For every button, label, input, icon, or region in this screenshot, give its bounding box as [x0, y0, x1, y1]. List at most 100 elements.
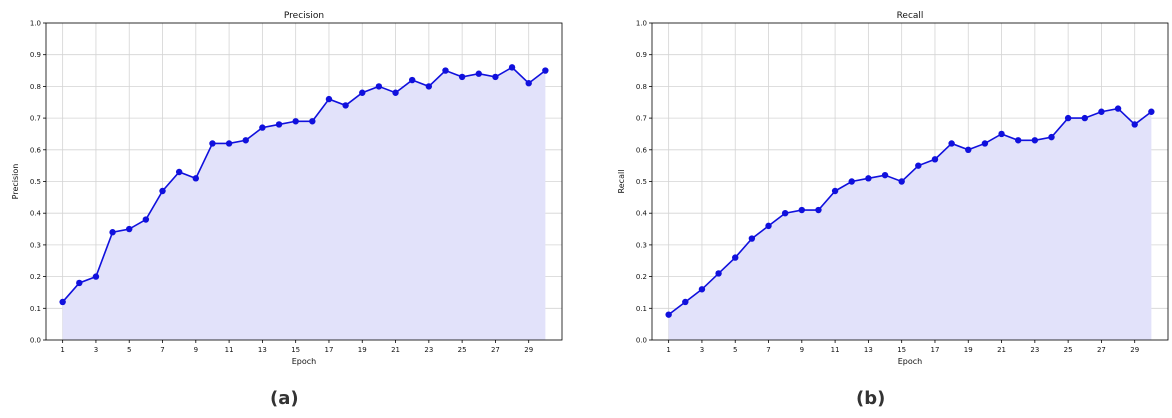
chart-a-x-axis-label: Epoch	[292, 357, 317, 366]
chart-b-x-tick-label: 25	[1064, 346, 1073, 354]
panel-label-b: (b)	[856, 388, 886, 409]
panel-label-a: (a)	[270, 388, 299, 409]
chart-b-data-point	[748, 235, 756, 242]
chart-b-y-tick-label: 0.4	[636, 210, 648, 218]
chart-a-y-tick-label: 0.2	[30, 273, 41, 281]
chart-a-x-tick-label: 1	[60, 346, 64, 354]
chart-b-y-tick-label: 0.8	[636, 83, 647, 91]
chart-b-data-point	[1148, 108, 1155, 115]
chart-b-data-point	[798, 206, 806, 214]
chart-b-x-tick-label: 7	[766, 346, 770, 354]
chart-b-y-tick-label: 0.5	[636, 178, 647, 186]
chart-b-data-point	[765, 222, 772, 230]
chart-a-data-point	[59, 298, 66, 306]
chart-b-y-tick-label: 0.9	[636, 51, 647, 59]
chart-b-x-axis-label: Epoch	[898, 357, 923, 366]
chart-a-data-point	[76, 279, 83, 287]
chart-b-data-point	[1014, 137, 1022, 144]
chart-a-x-tick-label: 17	[325, 346, 334, 354]
chart-a-x-tick-label: 3	[94, 346, 98, 354]
chart-a-x-tick-label: 5	[127, 346, 131, 354]
chart-a-x-tick-label: 23	[424, 346, 433, 354]
chart-a-data-point	[375, 83, 383, 90]
chart-a-x-tick-label: 29	[524, 346, 533, 354]
chart-a-data-point	[475, 70, 482, 77]
chart-a-data-point	[92, 273, 100, 280]
chart-a-data-point	[492, 73, 499, 81]
chart-a-x-tick-label: 27	[491, 346, 500, 354]
chart-a-area-fill	[62, 67, 546, 340]
chart-a-data-point	[275, 121, 283, 128]
chart-a-data-point	[408, 76, 416, 84]
chart-b-y-tick-label: 0.1	[636, 305, 647, 313]
chart-b-y-tick-label: 1.0	[636, 20, 647, 28]
chart-a-y-tick-label: 0.1	[30, 305, 41, 313]
chart-b-data-point	[981, 140, 989, 147]
chart-b-y-tick-label: 0.6	[636, 146, 648, 154]
chart-a-y-tick-label: 1.0	[30, 20, 41, 28]
chart-a-x-tick-label: 25	[458, 346, 467, 354]
chart-a-data-point	[525, 80, 532, 87]
chart-b-x-tick-label: 19	[964, 346, 973, 354]
chart-b-data-point	[1048, 133, 1055, 141]
chart-a-data-point	[325, 95, 333, 103]
chart-b-x-tick-label: 3	[700, 346, 704, 354]
chart-a-y-tick-label: 0.3	[30, 241, 41, 249]
chart-a-data-point	[192, 175, 200, 182]
chart-b-data-point	[1081, 114, 1088, 122]
chart-a-data-point	[159, 187, 166, 195]
chart-b-y-tick-label: 0.0	[636, 337, 647, 345]
chart-a-y-tick-label: 0.5	[30, 178, 41, 186]
chart-a-y-tick-label: 0.0	[30, 337, 41, 345]
chart-b-data-point	[1114, 105, 1122, 112]
chart-b-data-point	[698, 286, 706, 293]
chart-b-title: Recall	[897, 11, 924, 21]
chart-b-y-tick-label: 0.7	[636, 115, 647, 123]
chart-b-data-point	[881, 171, 889, 179]
chart-a-x-tick-label: 13	[258, 346, 267, 354]
chart-b-data-point	[665, 311, 672, 318]
chart-a-x-tick-label: 21	[391, 346, 400, 354]
chart-b-x-tick-label: 1	[666, 346, 670, 354]
chart-a-data-point	[109, 229, 116, 236]
chart-a-data-point	[359, 89, 366, 96]
chart-a-x-tick-label: 11	[225, 346, 234, 354]
chart-b-data-point	[831, 187, 839, 195]
chart-b-x-tick-label: 15	[897, 346, 906, 354]
chart-a-data-point	[508, 64, 516, 71]
chart-a-x-tick-label: 9	[194, 346, 198, 354]
chart-a-x-tick-label: 15	[291, 346, 300, 354]
chart-b-x-tick-label: 11	[831, 346, 840, 354]
chart-a-x-tick-label: 7	[160, 346, 164, 354]
chart-b-area-fill	[668, 108, 1152, 340]
chart-b-x-tick-label: 21	[997, 346, 1006, 354]
chart-b-data-point	[865, 175, 872, 182]
chart-a-y-axis-label: Precision	[11, 164, 20, 200]
chart-b-data-point	[915, 162, 922, 169]
chart-b-x-tick-label: 23	[1030, 346, 1039, 354]
chart-b-data-point	[998, 130, 1005, 138]
chart-a-y-tick-label: 0.9	[30, 51, 41, 59]
chart-b-data-point	[715, 270, 722, 277]
chart-b-data-point	[965, 146, 972, 153]
chart-a-y-tick-label: 0.4	[30, 210, 42, 218]
chart-b-x-tick-label: 9	[800, 346, 804, 354]
chart-a-y-tick-label: 0.8	[30, 83, 41, 91]
chart-b-data-point	[1098, 108, 1105, 115]
chart-a-data-point	[309, 118, 316, 125]
chart-a-data-point	[126, 225, 133, 233]
chart-b-data-point	[682, 298, 689, 306]
chart-b-data-point	[781, 210, 789, 217]
chart-a-data-point	[292, 118, 299, 125]
chart-a-y-tick-label: 0.6	[30, 146, 42, 154]
chart-b-data-point	[815, 206, 822, 214]
chart-a-y-tick-label: 0.7	[30, 115, 41, 123]
chart-b-y-tick-label: 0.2	[636, 273, 647, 281]
chart-b-data-point	[898, 178, 905, 185]
chart-a-data-point	[425, 83, 433, 90]
chart-a-x-tick-label: 19	[358, 346, 367, 354]
chart-b-data-point	[848, 178, 855, 185]
chart-b-data-point	[732, 254, 739, 261]
chart-a-data-point	[225, 140, 233, 147]
